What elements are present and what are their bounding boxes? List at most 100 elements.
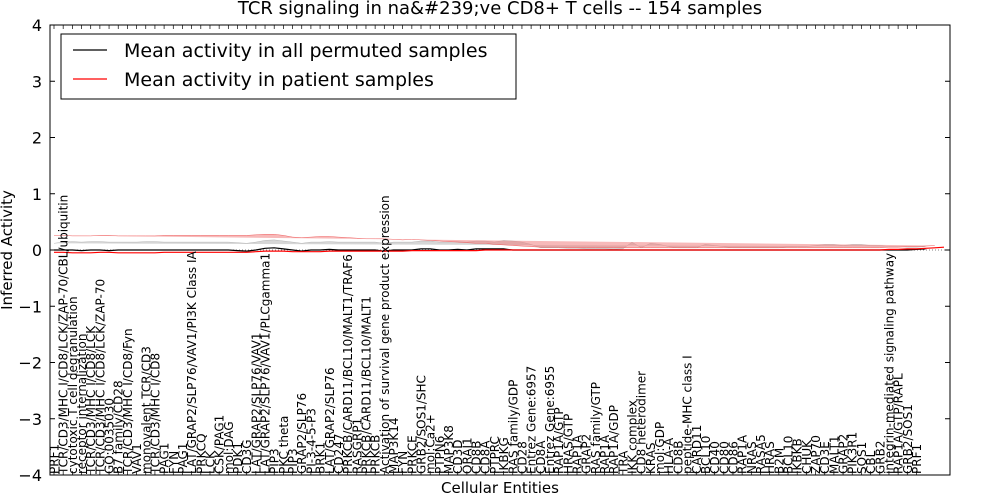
x-tick-label: PRKCE: [405, 435, 419, 474]
x-tick-label: CSK/PAG1: [213, 415, 227, 474]
x-tick-label: TCR/CD3/MHC I/CD8/LCK/ZAP-70/CBL/ubiquit…: [57, 195, 71, 475]
plot-area: [50, 234, 950, 254]
x-tick-label: GRAP2: [837, 434, 851, 474]
x-tick-label: LAT/GRAP2/SLP76/VAV1: [249, 333, 263, 474]
x-tick-label: peptide-MHC class I: [681, 355, 695, 474]
x-tick-label: GRB2/SOS1: [901, 404, 915, 474]
x-tick-label: FYN: [396, 451, 410, 474]
x-tick-label: TCR/CD3/MHC I/CD8/Fyn: [121, 328, 135, 475]
x-tick-label: Entrez Gene:6955: [543, 366, 557, 474]
x-tick-label: cytotoxic T cell degranulation: [66, 296, 80, 474]
x-tick-label: PAG1: [158, 443, 172, 474]
x-tick-label: HLA-A: [662, 437, 676, 474]
y-axis-label: Inferred Activity: [0, 190, 16, 310]
x-tick-label: RAP1A: [598, 434, 612, 474]
x-tick-label: NRAS: [745, 441, 759, 474]
x-tick-label: integrin-mediated signaling pathway: [882, 253, 896, 474]
x-tick-label: CD8A: [534, 440, 548, 474]
x-tick-label: PKC theta: [277, 416, 291, 474]
y-tick-label: −2: [18, 354, 42, 373]
x-tick-label: PRKCB/CARD11/BCL10/MALT1/TRAF6: [341, 254, 355, 474]
x-tick-label: PI-3-4-5-P3: [304, 408, 318, 474]
x-tick-label: IKK complex: [626, 400, 640, 474]
x-tick-label: RASGRP1: [350, 418, 364, 474]
x-tick-label: B7 family/CD28: [112, 380, 126, 474]
x-tick-label: Entrez Gene:6957: [525, 366, 539, 474]
x-tick-label: TCR/CD3/MHC I/CD8/LCK: [84, 325, 98, 475]
legend-box: [60, 33, 517, 100]
x-tick-label: LAT/GRAP2/SLP76: [323, 367, 337, 474]
x-tick-label: Activation of survival gene product expr…: [378, 195, 392, 474]
y-tick-label: −4: [18, 466, 42, 485]
x-tick-label: GO:0035030: [103, 398, 117, 474]
x-tick-label: TCR/CD3/MHC I/CD8: [148, 353, 162, 475]
x-tick-label: HRAS/GTP: [561, 414, 575, 474]
x-tick-label: PAG1: [176, 443, 190, 474]
x-tick-label: HRAS: [763, 441, 777, 474]
x-tick-label: CD80: [717, 441, 731, 474]
x-tick-label: CD86: [727, 441, 741, 474]
x-tick-label: CHUK: [800, 439, 814, 474]
x-tick-label: receptor internalization: [75, 334, 89, 474]
x-tick-label: mol:DAG: [222, 421, 236, 474]
x-tick-label: CD8B: [671, 441, 685, 475]
x-tick-label: BCL10: [699, 436, 713, 474]
x-tick-label: VAV1: [130, 443, 144, 474]
x-tick-label: CD3G: [240, 439, 254, 474]
x-tick-label: CD3E: [818, 441, 832, 474]
x-tick-label: RAP1A: [571, 434, 585, 474]
x-tick-label: CD3D: [451, 440, 465, 475]
x-tick-label: IKBKG: [497, 437, 511, 474]
x-tick-label: PIK3R1: [846, 432, 860, 474]
x-tick-label: GRB2/SOS1/SHC: [415, 375, 429, 474]
x-tick-label: PRKCB: [369, 435, 383, 474]
legend-label-permuted: Mean activity in all permuted samples: [124, 40, 487, 62]
x-tick-label: mol:GDP: [653, 422, 667, 474]
x-tick-label: PRF1: [48, 444, 62, 474]
x-tick-label: CD40: [708, 441, 722, 474]
x-tick-label: RAS family/GTP: [589, 382, 603, 474]
x-tick-label: CD8 heterodimer: [635, 371, 649, 474]
x-tick-label: ORAI1: [460, 437, 474, 474]
x-tick-label: RAS family/GDP: [506, 380, 520, 474]
patient-confidence-band: [54, 234, 935, 249]
x-tick-label: monovalent TCR/CD3: [139, 346, 153, 474]
x-tick-label: BRK1: [314, 442, 328, 474]
x-tick-label: CD247: [332, 433, 346, 474]
x-tick-label: IKBKB: [791, 438, 805, 474]
x-tick-label: FYN: [167, 451, 181, 474]
x-tick-label: PDK1: [231, 442, 245, 474]
y-tick-label: 4: [32, 16, 42, 35]
y-tick-label: 1: [32, 185, 42, 204]
y-tick-label: 2: [32, 129, 42, 148]
x-tick-label: TRA: [616, 450, 630, 475]
x-tick-label: LAT/GRAP2/SLP76/VAV1/PI3K Class IA: [185, 250, 199, 474]
series-line-patient: [54, 246, 945, 254]
x-tick-label: GRAP2/SLP76: [295, 393, 309, 474]
x-tick-label: RAP1A/GDP: [607, 405, 621, 474]
y-tick-label: 0: [32, 241, 42, 260]
x-tick-label: LCK: [204, 450, 218, 474]
x-tick-label: BCL10: [782, 436, 796, 474]
x-tick-label: PTPRC: [488, 436, 502, 474]
y-tick-label: −1: [18, 297, 42, 316]
x-tick-label: PIP3: [268, 448, 282, 474]
x-tick-label: PRKCB/CARD11/BCL10/MALT1: [360, 296, 374, 474]
legend-label-patient: Mean activity in patient samples: [124, 69, 434, 91]
x-tick-label: PIP3: [286, 448, 300, 474]
x-tick-label: MAP3K8: [442, 425, 456, 474]
x-tick-label: RASA5: [754, 434, 768, 474]
x-axis-label: Cellular Entities: [441, 479, 559, 497]
legend: Mean activity in all permuted samples Me…: [60, 33, 517, 100]
x-tick-label: CD8A: [479, 440, 493, 474]
y-tick-label: 3: [32, 72, 42, 91]
x-tick-label: MALT1: [827, 435, 841, 474]
x-tick-label: SOS1: [855, 442, 869, 474]
chart-title: TCR signaling in na&#239;ve CD8+ T cells…: [237, 0, 762, 19]
x-tick-label: RAP1A: [736, 434, 750, 474]
x-tick-label: mol:Ca2+: [424, 414, 438, 474]
x-tick-label: RAP1A/GTP/RAPL: [892, 373, 906, 474]
x-tick-label: PTPN6: [433, 436, 447, 474]
y-tick-label: −3: [18, 410, 42, 429]
